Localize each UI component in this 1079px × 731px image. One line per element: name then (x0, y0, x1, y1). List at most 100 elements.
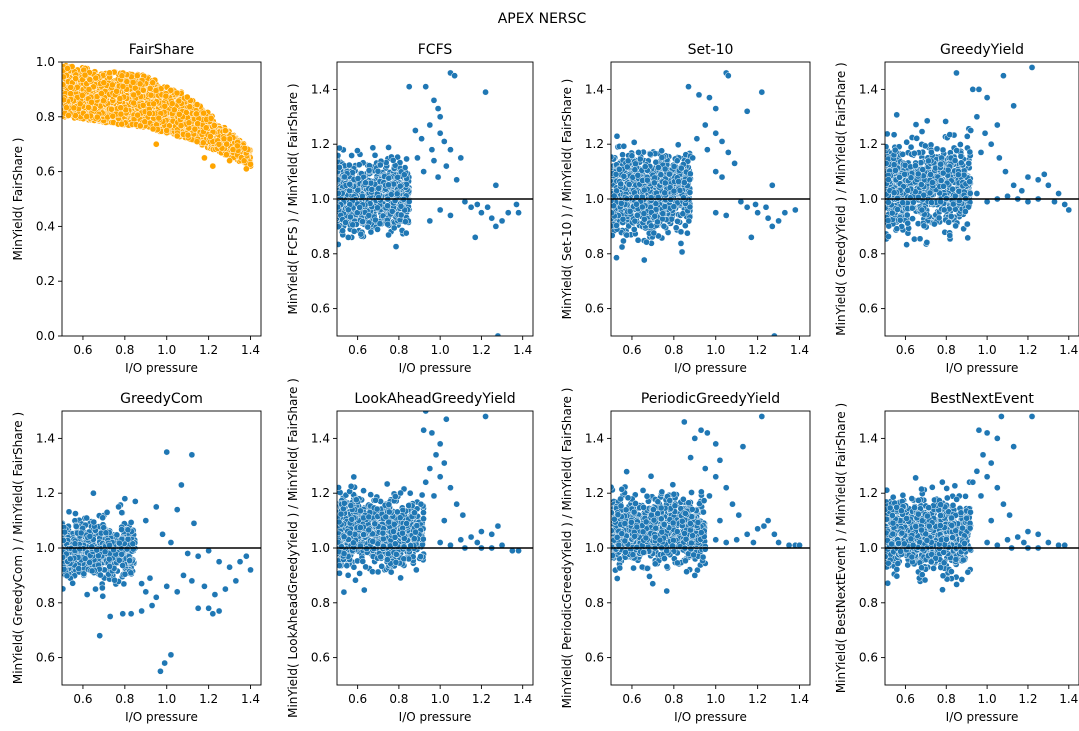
scatter-point (644, 176, 651, 184)
scatter-point (368, 186, 376, 193)
scatter-point (149, 79, 157, 87)
scatter-point (183, 93, 191, 101)
scatter-point (88, 98, 95, 106)
scatter-point (207, 115, 215, 122)
scatter-point (229, 146, 237, 153)
scatter-point (100, 97, 107, 105)
scatter-point (163, 127, 171, 134)
scatter-point (202, 124, 210, 132)
scatter-point (640, 256, 648, 264)
scatter-point (660, 222, 668, 230)
scatter-point (624, 157, 632, 165)
scatter-point (620, 237, 627, 245)
scatter-point (641, 163, 649, 170)
scatter-point (436, 113, 444, 121)
scatter-point (109, 81, 116, 89)
scatter-point (613, 132, 621, 140)
scatter-point (184, 131, 192, 139)
scatter-point (515, 209, 522, 217)
scatter-point (389, 157, 397, 164)
scatter-point (388, 207, 396, 215)
scatter-point (337, 241, 342, 248)
scatter-point (194, 120, 201, 128)
scatter-point (350, 227, 358, 235)
scatter-point (397, 202, 405, 210)
scatter-point (377, 161, 384, 169)
scatter-point (640, 210, 648, 217)
scatter-point (473, 201, 481, 208)
scatter-point (681, 222, 689, 229)
scatter-point (393, 190, 401, 198)
scatter-point (632, 160, 639, 168)
scatter-point (695, 91, 703, 99)
y-tick-label: 0.8 (311, 247, 330, 261)
scatter-point (173, 89, 181, 97)
scatter-point (215, 140, 223, 148)
panel-title: FCFS (418, 42, 453, 58)
scatter-point (952, 222, 960, 230)
scatter-point (146, 85, 154, 92)
scatter-point (76, 100, 84, 108)
scatter-point (712, 209, 720, 217)
scatter-point (206, 133, 214, 140)
scatter-point (240, 157, 248, 165)
scatter-point (67, 90, 74, 98)
scatter-point (385, 174, 393, 182)
scatter-point (339, 227, 346, 235)
scatter-point (367, 228, 375, 236)
scatter-point (680, 194, 687, 202)
scatter-point (907, 143, 915, 151)
scatter-point (390, 224, 398, 232)
scatter-point (467, 203, 475, 211)
scatter-point (658, 147, 666, 155)
y-tick-label: 1.2 (311, 137, 330, 151)
scatter-point (674, 218, 681, 225)
scatter-point (223, 140, 231, 148)
scatter-point (626, 207, 634, 215)
scatter-point (731, 160, 738, 167)
y-tick-label: 1.4 (585, 82, 604, 96)
scatter-point (355, 161, 363, 169)
scatter-point (385, 231, 392, 239)
scatter-point (139, 86, 147, 94)
scatter-point (768, 181, 776, 189)
scatter-point (70, 104, 78, 112)
scatter-point (686, 170, 694, 178)
scatter-point (722, 212, 730, 219)
scatter-point (488, 214, 496, 222)
scatter-point (426, 121, 434, 129)
scatter-point (392, 243, 400, 250)
scatter-point (119, 83, 127, 90)
scatter-point (129, 79, 137, 86)
scatter-point (201, 154, 208, 162)
scatter-point (611, 209, 615, 217)
scatter-point (118, 120, 126, 128)
scatter-point (362, 179, 369, 187)
scatter-point (658, 154, 666, 161)
scatter-point (384, 202, 391, 210)
scatter-point (402, 229, 410, 237)
scatter-point (443, 162, 450, 170)
scatter-point (168, 100, 176, 107)
scatter-point (636, 155, 644, 163)
scatter-point (633, 200, 640, 208)
scatter-point (67, 84, 75, 91)
scatter-point (434, 173, 442, 181)
scatter-point (341, 173, 348, 181)
scatter-point (635, 149, 642, 156)
scatter-point (447, 146, 454, 154)
scatter-point (704, 146, 711, 154)
scatter-point (652, 206, 660, 213)
scatter-point (418, 135, 425, 143)
scatter-point (430, 97, 438, 104)
y-tick-label: 1.0 (585, 192, 604, 206)
scatter-point (372, 216, 379, 224)
scatter-point (893, 111, 901, 119)
scatter-point (661, 189, 669, 197)
scatter-point (680, 179, 688, 186)
scatter-point (394, 173, 402, 181)
y-tick-label: 0.0 (36, 329, 55, 343)
scatter-point (617, 180, 625, 188)
scatter-point (685, 217, 693, 225)
scatter-point (98, 90, 105, 97)
